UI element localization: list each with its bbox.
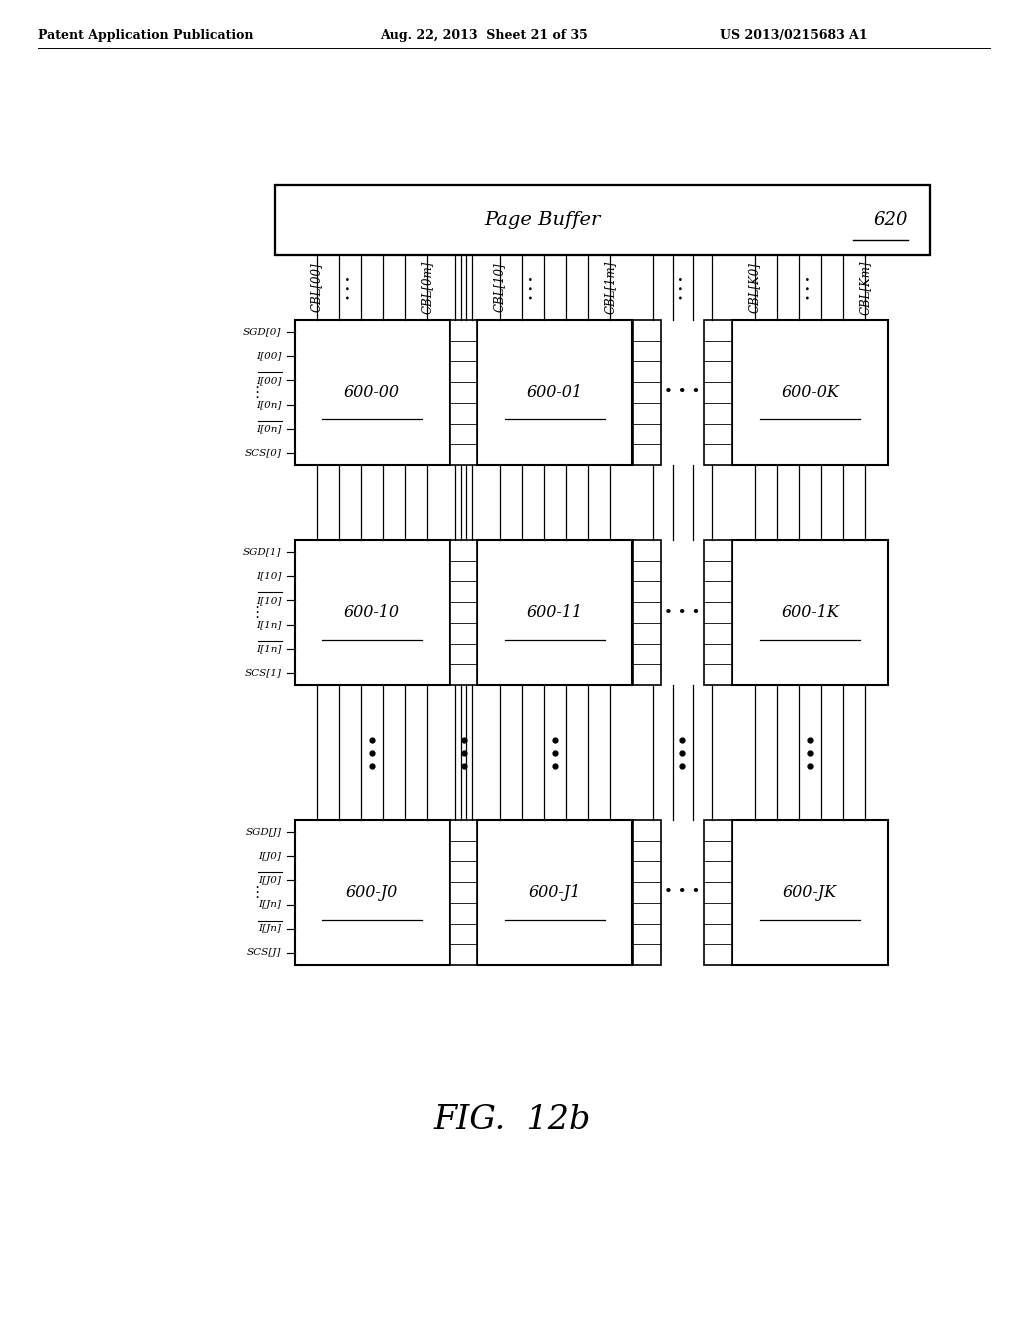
Text: ⋮: ⋮ (249, 385, 264, 400)
Text: Page Buffer: Page Buffer (484, 211, 601, 228)
Bar (477, 540, 633, 685)
Text: • • •: • • • (665, 385, 700, 400)
Text: CBL[1m]: CBL[1m] (604, 261, 616, 314)
Text: SGD[0]: SGD[0] (243, 327, 282, 337)
Bar (732, 820, 888, 965)
Text: 600-0K: 600-0K (781, 384, 839, 401)
Text: • • •: • • • (806, 276, 814, 300)
Bar (275, 185, 930, 255)
Bar (450, 820, 477, 965)
Text: US 2013/0215683 A1: US 2013/0215683 A1 (720, 29, 867, 41)
Text: I[10]: I[10] (256, 572, 282, 581)
Text: • • •: • • • (665, 886, 700, 899)
Text: SCS[1]: SCS[1] (245, 668, 282, 677)
Bar (477, 319, 633, 465)
Bar (295, 540, 450, 685)
Text: 600-J0: 600-J0 (346, 884, 398, 902)
Bar (450, 319, 477, 465)
Text: I[J0]: I[J0] (259, 851, 282, 861)
Text: 600-JK: 600-JK (783, 884, 837, 902)
Text: I[10]: I[10] (256, 595, 282, 605)
Text: I[Jn]: I[Jn] (259, 924, 282, 933)
Text: Aug. 22, 2013  Sheet 21 of 35: Aug. 22, 2013 Sheet 21 of 35 (380, 29, 588, 41)
Text: 600-10: 600-10 (344, 605, 400, 620)
Text: CBL[0m]: CBL[0m] (421, 261, 434, 314)
Text: • • •: • • • (678, 276, 687, 300)
Text: I[0n]: I[0n] (256, 400, 282, 409)
Text: 600-1K: 600-1K (781, 605, 839, 620)
Text: CBL[00]: CBL[00] (310, 263, 324, 313)
Bar (705, 540, 732, 685)
Bar (732, 540, 888, 685)
Bar (450, 540, 477, 685)
Text: I[00]: I[00] (256, 376, 282, 385)
Text: I[1n]: I[1n] (256, 620, 282, 630)
Text: • • •: • • • (665, 606, 700, 619)
Text: 600-00: 600-00 (344, 384, 400, 401)
Bar (732, 319, 888, 465)
Text: I[Jn]: I[Jn] (259, 900, 282, 909)
Bar (295, 319, 450, 465)
Bar (633, 540, 660, 685)
Text: SCS[0]: SCS[0] (245, 449, 282, 458)
Text: 620: 620 (873, 211, 908, 228)
Text: 600-01: 600-01 (527, 384, 583, 401)
Text: CBL[Km]: CBL[Km] (859, 260, 871, 314)
Text: SGD[J]: SGD[J] (246, 828, 282, 837)
Text: 600-11: 600-11 (527, 605, 583, 620)
Text: • • •: • • • (528, 276, 538, 300)
Bar (477, 820, 633, 965)
Text: ⋮: ⋮ (249, 605, 264, 620)
Text: • • •: • • • (345, 276, 354, 300)
Bar (705, 820, 732, 965)
Text: ⋮: ⋮ (249, 884, 264, 900)
Text: Patent Application Publication: Patent Application Publication (38, 29, 254, 41)
Bar (633, 319, 660, 465)
Text: SCS[J]: SCS[J] (247, 948, 282, 957)
Bar (705, 319, 732, 465)
Bar (633, 820, 660, 965)
Text: I[00]: I[00] (256, 351, 282, 360)
Bar (295, 820, 450, 965)
Text: I[1n]: I[1n] (256, 644, 282, 653)
Text: SGD[1]: SGD[1] (243, 548, 282, 557)
Text: I[J0]: I[J0] (259, 876, 282, 884)
Text: 600-J1: 600-J1 (528, 884, 582, 902)
Text: FIG.  12b: FIG. 12b (433, 1104, 591, 1137)
Text: CBL[K0]: CBL[K0] (749, 263, 761, 313)
Text: I[0n]: I[0n] (256, 424, 282, 433)
Text: CBL[10]: CBL[10] (494, 263, 506, 313)
